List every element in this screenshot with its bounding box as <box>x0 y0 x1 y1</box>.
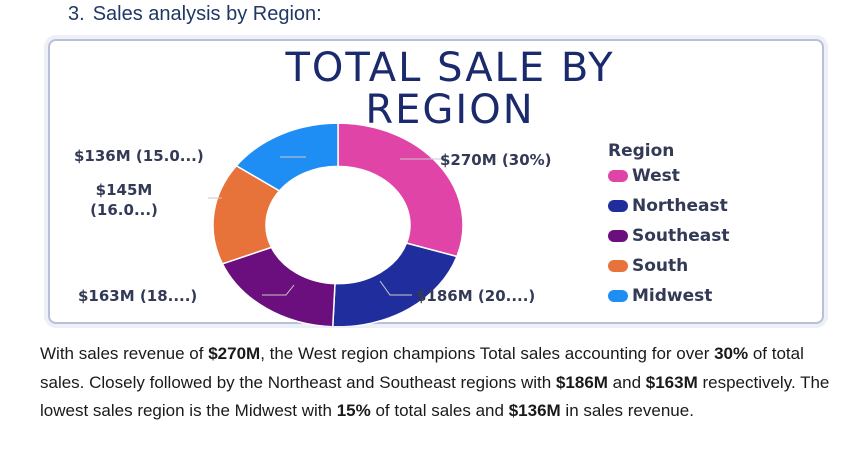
legend-swatch-midwest <box>608 290 628 302</box>
para-bold-1: $270M <box>208 344 261 363</box>
data-label-west: $270M (30%) <box>440 151 552 169</box>
data-label-southeast: $163M (18....) <box>78 287 198 305</box>
data-label-midwest: $136M (15.0...) <box>74 147 204 165</box>
para-text-7: in sales revenue. <box>560 401 694 420</box>
para-text-2: , the West region champions Total sales … <box>260 344 715 363</box>
chart-legend: Region West Northeast Southeast South Midwes… <box>608 141 730 311</box>
para-text-4: and <box>607 372 646 392</box>
legend-item-northeast[interactable]: Northeast <box>608 191 730 221</box>
chart-title-line2: REGION <box>365 87 535 133</box>
donut-slice-northeast[interactable] <box>332 242 458 326</box>
legend-label-midwest: Midwest <box>632 286 713 306</box>
donut-slice-west[interactable] <box>337 122 464 258</box>
leader-line-northeast <box>379 280 412 296</box>
legend-item-west[interactable]: West <box>608 161 730 191</box>
chart-title-line1: TOTAL SALE BY <box>285 45 615 91</box>
legend-item-southeast[interactable]: Southeast <box>608 221 730 251</box>
section-number: 3. <box>68 3 85 25</box>
chart-card: TOTAL SALE BY REGION $136M (15.0...) $14… <box>48 39 824 326</box>
data-label-northeast: $186M (20....) <box>416 287 536 305</box>
legend-item-south[interactable]: South <box>608 251 730 281</box>
para-bold-2: 30% <box>714 344 749 363</box>
para-bold-4: $163M <box>645 372 698 392</box>
legend-swatch-southeast <box>608 230 628 242</box>
legend-label-west: West <box>632 166 680 186</box>
section-title: Sales analysis by Region: <box>92 3 322 25</box>
para-text-1: With sales revenue of <box>40 344 209 363</box>
para-text-5: respectively. The lowest sales region is… <box>40 372 830 421</box>
donut-slice-southeast[interactable] <box>221 246 336 326</box>
legend-label-southeast: Southeast <box>632 226 730 246</box>
para-text-6: of total sales and <box>370 401 509 420</box>
donut-chart <box>208 122 464 326</box>
data-label-south: $145M (16.0...) <box>90 181 158 219</box>
para-bold-6: $136M <box>508 401 561 420</box>
para-text-3: of total sales. Closely followed by the … <box>40 344 804 392</box>
chart-title: TOTAL SALE BY REGION <box>50 47 850 131</box>
legend-item-midwest[interactable]: Midwest <box>608 281 730 311</box>
leader-line-southeast <box>262 284 295 296</box>
legend-swatch-west <box>608 170 628 182</box>
legend-label-northeast: Northeast <box>632 196 728 216</box>
section-heading: 3. Sales analysis by Region: <box>68 3 322 26</box>
legend-title: Region <box>608 141 675 161</box>
analysis-paragraph: With sales revenue of $270M, the West re… <box>40 340 830 426</box>
legend-label-south: South <box>632 256 689 276</box>
para-bold-5: 15% <box>336 401 371 420</box>
legend-swatch-south <box>608 260 628 272</box>
para-bold-3: $186M <box>555 372 608 392</box>
legend-swatch-northeast <box>608 200 628 212</box>
